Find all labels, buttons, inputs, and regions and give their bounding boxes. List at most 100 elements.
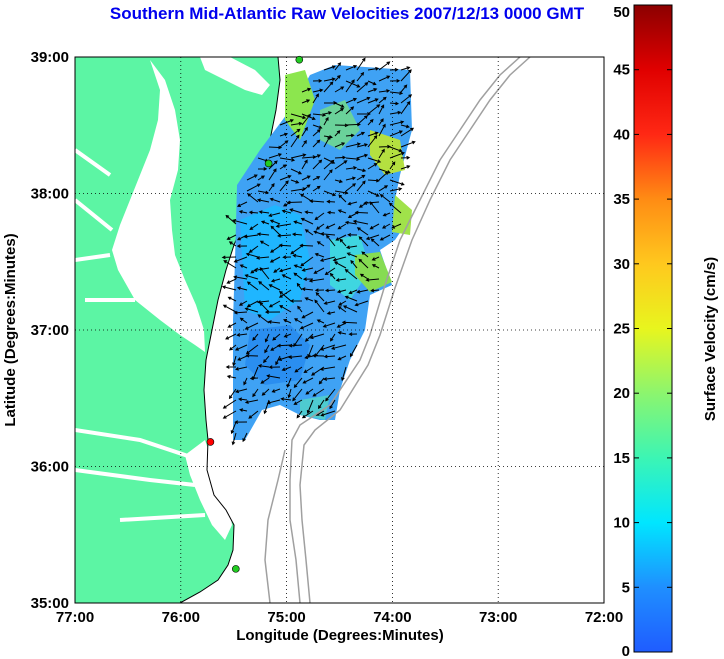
velocity-arrow: [342, 305, 358, 313]
velocity-arrow: [257, 167, 268, 171]
velocity-arrow: [378, 104, 385, 115]
velocity-arrow: [268, 284, 281, 291]
river-estuaries: [75, 148, 206, 522]
velocity-arrow: [367, 80, 377, 86]
velocity-arrow: [306, 399, 314, 414]
velocity-arrow: [289, 299, 302, 303]
velocity-arrow: [347, 232, 358, 237]
velocity-arrow: [388, 202, 402, 214]
x-tick-label: 74:00: [373, 609, 411, 626]
velocity-arrow: [268, 160, 278, 170]
velocity-arrow: [389, 67, 399, 72]
velocity-arrow: [225, 365, 236, 369]
velocity-arrow: [337, 306, 347, 313]
velocity-arrow: [301, 139, 307, 148]
velocity-arrow: [276, 343, 292, 348]
velocity-arrow: [370, 238, 380, 247]
x-tick-label: 77:00: [56, 609, 94, 626]
velocity-arrow: [290, 121, 303, 126]
velocity-arrow: [301, 175, 311, 181]
y-tick-label: 35:00: [31, 595, 69, 612]
velocity-arrow: [282, 255, 292, 260]
velocity-arrow: [337, 223, 347, 230]
velocity-arrow: [345, 133, 355, 138]
velocity-arrow: [378, 123, 386, 137]
velocity-arrow: [356, 115, 368, 126]
velocity-arrow: [302, 377, 314, 384]
velocity-arrow: [369, 223, 380, 230]
velocity-arrow: [338, 194, 347, 203]
velocity-arrow: [335, 234, 347, 241]
velocity-arrow: [378, 118, 384, 126]
velocity-arrow: [334, 86, 345, 93]
velocity-arrow: [226, 278, 237, 284]
velocity-arrow: [365, 278, 380, 282]
velocity-arrow: [356, 289, 369, 294]
velocity-arrow: [242, 432, 248, 443]
velocity-arrow: [344, 268, 358, 280]
velocity-arrow: [320, 232, 336, 236]
velocity-arrow: [367, 66, 380, 71]
velocity-arrow: [233, 275, 248, 280]
velocity-arrow: [279, 132, 289, 137]
velocity-arrow: [315, 223, 325, 230]
velocity-arrow: [400, 69, 412, 82]
velocity-arrow: [277, 233, 292, 238]
velocity-arrow: [301, 287, 314, 292]
velocity-arrow: [356, 57, 366, 71]
velocity-arrow: [400, 94, 413, 104]
velocity-arrow: [264, 310, 281, 314]
velocity-arrow: [279, 175, 292, 181]
velocity-arrow: [361, 251, 369, 258]
velocity-arrow: [389, 110, 402, 115]
velocity-arrow: [367, 118, 374, 126]
map-title: Southern Mid-Atlantic Raw Velocities 200…: [109, 4, 585, 23]
velocity-arrow: [324, 288, 336, 293]
velocity-arrow: [281, 366, 292, 371]
velocity-arrow: [279, 164, 287, 170]
velocity-arrow: [319, 344, 336, 351]
velocity-arrow: [367, 98, 379, 104]
velocity-arrow: [296, 410, 303, 419]
velocity-arrow: [359, 273, 369, 280]
colorbar-ticks: 0 5 10 15 20 25 30 35 40 45 50: [613, 4, 672, 659]
velocity-arrow: [304, 210, 314, 215]
velocity-arrow: [312, 93, 319, 104]
velocity-arrow: [226, 234, 237, 240]
velocity-arrow: [304, 355, 314, 360]
velocity-arrow: [326, 199, 336, 204]
velocity-arrow: [286, 200, 303, 205]
velocity-arrow: [290, 179, 300, 184]
station-marker: [206, 438, 215, 446]
velocity-arrow: [308, 278, 325, 283]
velocity-arrow: [234, 366, 248, 371]
velocity-arrow: [378, 75, 391, 82]
velocity-arrow: [287, 388, 292, 399]
velocity-arrow: [367, 131, 379, 137]
velocity-arrow: [264, 333, 270, 343]
x-tick-label: 75:00: [267, 609, 305, 626]
velocity-arrow: [301, 159, 308, 170]
velocity-arrow: [334, 179, 344, 184]
velocity-arrow: [318, 377, 325, 385]
velocity-arrow: [314, 212, 325, 221]
colorbar-tick-label: 40: [613, 126, 630, 143]
velocity-arrow: [365, 234, 380, 241]
chesapeake-bay: [112, 60, 205, 352]
velocity-arrow: [270, 225, 281, 236]
velocity-arrow: [312, 388, 325, 397]
velocity-arrow: [228, 344, 237, 351]
velocity-arrow: [281, 209, 292, 214]
y-tick-labels: 39:00 38:00 37:00 36:00 35:00: [31, 49, 69, 612]
velocity-arrow: [325, 388, 336, 402]
velocity-arrow: [264, 344, 270, 354]
velocity-arrow: [391, 223, 402, 229]
velocity-arrow: [252, 388, 259, 398]
velocity-arrow: [278, 243, 292, 248]
velocity-arrow: [292, 388, 303, 402]
y-tick-label: 39:00: [31, 49, 69, 66]
velocity-arrow: [273, 267, 281, 273]
velocity-arrow: [222, 399, 237, 409]
velocity-arrow: [226, 374, 237, 379]
velocity-arrow: [301, 184, 311, 192]
